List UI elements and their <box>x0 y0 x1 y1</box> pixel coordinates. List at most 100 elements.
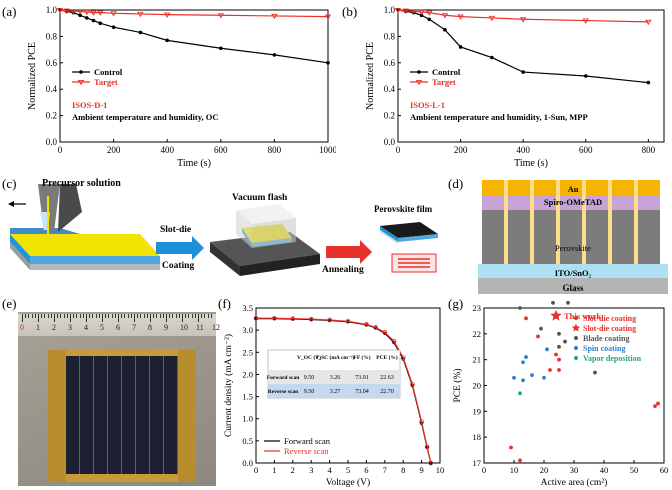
data-point <box>557 344 561 349</box>
y-tick-label: 0.6 <box>384 58 396 68</box>
legend-label: Control <box>432 67 461 77</box>
data-point <box>364 322 369 327</box>
data-point <box>563 339 567 344</box>
x-tick-label: 2 <box>291 465 295 475</box>
ruler-tick <box>76 314 78 318</box>
ruler-tick <box>63 314 65 318</box>
ruler-number: 11 <box>196 323 204 332</box>
data-point <box>76 9 84 15</box>
y-tick-label: 18 <box>473 432 482 442</box>
ruler-tick <box>124 314 126 318</box>
table-cell: Forward scan <box>267 375 300 381</box>
perovskite-label: Perovskite <box>555 243 591 253</box>
x-tick-label: 5 <box>346 465 350 475</box>
x-tick-label: 800 <box>642 145 656 155</box>
data-point <box>373 325 378 330</box>
data-point <box>111 25 116 29</box>
slot-die-arrow <box>156 236 204 260</box>
ruler-tick <box>50 314 52 318</box>
ruler-number: 5 <box>100 323 104 332</box>
table-row <box>268 384 400 398</box>
ruler-tick <box>105 314 107 318</box>
p-scribe <box>556 180 560 264</box>
data-point <box>138 30 143 35</box>
au-electrode <box>638 180 660 196</box>
table-header: FF (%) <box>353 354 370 361</box>
data-point <box>400 355 406 360</box>
slot-die-process-diagram: Precursor solution Slot-die Coating Vacu… <box>8 178 438 276</box>
ruler-tick <box>150 314 151 322</box>
data-point <box>98 21 102 26</box>
data-point <box>219 46 223 51</box>
ruler-tick <box>172 314 174 318</box>
data-point <box>441 13 449 19</box>
p-scribe <box>530 180 534 264</box>
y-axis-label: PCE (%) <box>452 368 463 402</box>
data-point <box>382 330 388 335</box>
data-point <box>272 315 277 321</box>
x-tick-label: 1000 <box>319 145 336 155</box>
perovskite-layer <box>612 210 634 264</box>
y-tick-label: 0.0 <box>242 458 253 468</box>
data-point <box>566 300 570 305</box>
data-point <box>56 7 64 14</box>
ruler-tick <box>38 314 39 322</box>
legend-label: Spin coating <box>583 344 625 353</box>
ruler-tick <box>127 314 129 318</box>
perovskite-film <box>380 222 438 238</box>
data-point <box>554 352 558 357</box>
perovskite-layer <box>482 210 504 264</box>
perovskite-layer <box>560 210 582 264</box>
data-point <box>548 368 552 372</box>
legend-marker <box>574 336 578 340</box>
y-tick-label: 22 <box>473 329 482 339</box>
data-point <box>530 373 534 378</box>
ruler-tick <box>159 314 161 318</box>
data-point <box>418 9 425 16</box>
spiro-layer <box>612 196 634 210</box>
x-axis-label: Active area (cm²) <box>541 477 608 488</box>
spiro-layer <box>508 196 530 210</box>
x-axis-label: Time (s) <box>177 158 211 169</box>
legend-label: Target <box>432 77 456 87</box>
ito-layer <box>478 264 668 278</box>
protocol-label: ISOS-L-1 <box>410 100 445 110</box>
x-tick-label: 600 <box>579 145 593 155</box>
y-tick-label: 0.4 <box>384 84 396 94</box>
p-scribe <box>608 180 612 264</box>
ruler-tick <box>198 314 199 322</box>
x-tick-label: 40 <box>600 465 609 475</box>
ruler-tick <box>95 314 97 318</box>
ruler-tick <box>31 314 33 318</box>
data-point <box>419 13 424 18</box>
film-label: Perovskite film <box>374 204 433 214</box>
y-tick-label: 17 <box>473 458 482 468</box>
x-tick-label: 200 <box>107 145 121 155</box>
data-point <box>524 355 528 359</box>
au-electrode <box>560 180 582 196</box>
table-cell: 73.01 <box>355 375 369 381</box>
ruler-number: 4 <box>84 323 88 332</box>
ruler-tick <box>82 314 84 318</box>
data-point <box>424 444 430 449</box>
x-tick-label: 60 <box>660 465 669 475</box>
data-point <box>518 391 522 396</box>
x-tick-label: 8 <box>401 465 405 475</box>
y-tick-label: 0.5 <box>242 436 253 446</box>
ruler-tick <box>22 314 23 322</box>
data-point <box>85 16 89 20</box>
data-point <box>521 70 525 74</box>
series-line-target <box>59 9 329 18</box>
y-tick-label: 2.5 <box>242 347 253 357</box>
au-label: Au <box>568 184 579 194</box>
plot-frame <box>397 9 665 143</box>
data-point <box>290 316 296 321</box>
ruler-tick <box>185 314 187 318</box>
data-point <box>542 375 546 380</box>
data-point <box>443 28 447 32</box>
ito-label: ITO/SnO₂ <box>555 268 592 278</box>
data-point <box>490 55 494 60</box>
x-axis-label: Voltage (V) <box>326 477 370 488</box>
data-point <box>583 74 588 78</box>
x-tick-label: 20 <box>540 465 549 475</box>
